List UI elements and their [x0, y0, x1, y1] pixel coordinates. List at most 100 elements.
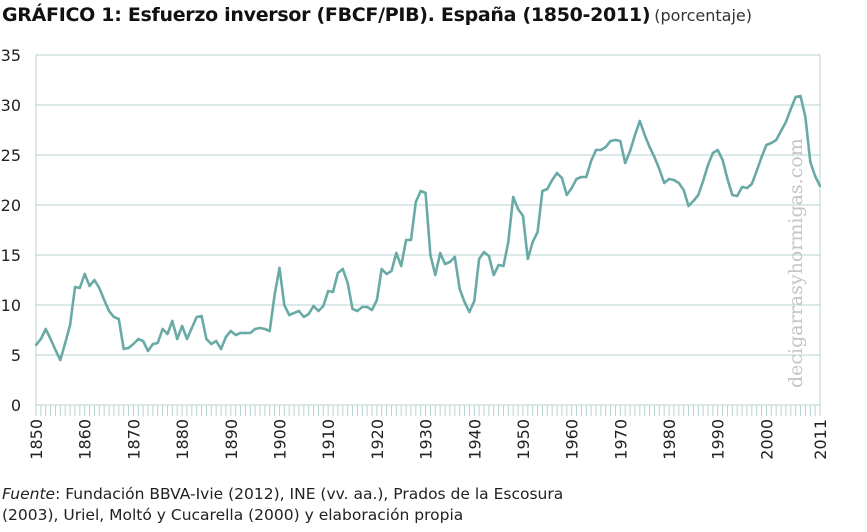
- data-point: [195, 315, 198, 319]
- data-point: [292, 311, 296, 315]
- data-point: [624, 161, 627, 165]
- data-point: [526, 257, 530, 261]
- data-point: [745, 186, 749, 190]
- x-tick-label: 1890: [222, 419, 241, 460]
- data-point: [385, 272, 388, 276]
- data-point: [487, 254, 491, 258]
- y-tick-label: 25: [1, 146, 21, 165]
- data-point: [278, 266, 281, 270]
- data-point: [585, 175, 588, 179]
- data-point: [127, 346, 130, 350]
- data-point: [68, 323, 72, 327]
- data-point: [565, 193, 568, 197]
- grid-lines: [36, 54, 820, 356]
- data-point: [594, 148, 598, 152]
- data-point: [692, 199, 695, 203]
- data-point: [570, 186, 573, 190]
- x-tick-label: 1980: [660, 419, 679, 460]
- data-point: [750, 182, 754, 186]
- data-point: [107, 309, 111, 313]
- data-point: [614, 138, 617, 142]
- data-point: [210, 342, 213, 346]
- y-tick-label: 20: [1, 196, 21, 215]
- data-point: [609, 139, 612, 143]
- data-point: [789, 107, 792, 111]
- data-point: [39, 337, 43, 341]
- x-tick-label: 1970: [611, 419, 630, 460]
- data-point: [54, 348, 57, 352]
- data-point: [638, 119, 642, 123]
- watermark: decigarrasyhormigas.com: [785, 138, 807, 388]
- data-point: [171, 319, 174, 323]
- x-tick-label: 1870: [124, 419, 143, 460]
- data-point: [180, 324, 184, 328]
- data-point: [502, 264, 505, 268]
- data-point: [302, 315, 306, 319]
- data-point: [521, 214, 525, 218]
- data-point: [512, 195, 515, 199]
- data-point: [507, 240, 510, 244]
- data-point: [297, 309, 301, 313]
- data-point: [34, 343, 38, 347]
- data-point: [253, 327, 257, 331]
- data-point: [44, 327, 47, 331]
- data-point: [156, 341, 159, 345]
- data-point: [122, 347, 125, 351]
- data-point: [249, 331, 252, 335]
- data-point: [546, 187, 549, 191]
- data-point: [380, 267, 383, 271]
- data-point: [662, 181, 666, 185]
- data-point: [774, 138, 778, 142]
- data-point: [214, 339, 218, 343]
- data-point: [531, 240, 534, 244]
- data-point: [468, 310, 471, 314]
- data-point: [619, 139, 622, 143]
- data-point: [229, 329, 232, 333]
- data-point: [463, 300, 466, 304]
- x-tick-label: 1940: [465, 419, 484, 460]
- data-point: [395, 251, 398, 255]
- data-point: [356, 309, 359, 313]
- data-point: [78, 286, 82, 290]
- y-tick-label: 35: [1, 46, 21, 65]
- data-point: [137, 337, 140, 341]
- data-point: [809, 160, 812, 164]
- x-tick-label: 1930: [417, 419, 436, 460]
- data-point: [336, 271, 340, 275]
- data-point: [736, 194, 739, 198]
- x-tick-label: 1990: [709, 419, 728, 460]
- data-point: [322, 304, 325, 308]
- data-point: [400, 264, 403, 268]
- data-point: [448, 260, 452, 264]
- data-point: [146, 349, 150, 353]
- data-point: [93, 278, 96, 282]
- data-point: [453, 255, 456, 259]
- data-point: [414, 200, 418, 204]
- data-point: [716, 148, 719, 152]
- data-point: [200, 314, 203, 318]
- series-line: [34, 94, 822, 362]
- data-point: [799, 94, 802, 98]
- chart-unit-label: (porcentaje): [654, 6, 753, 25]
- x-tick-label: 1860: [76, 419, 95, 460]
- data-point: [390, 269, 393, 273]
- data-point: [536, 230, 539, 234]
- series-layer: [34, 94, 822, 362]
- data-point: [682, 188, 685, 192]
- data-point: [224, 335, 228, 339]
- x-tick-label: 1910: [319, 419, 338, 460]
- data-point: [794, 95, 797, 99]
- data-point: [190, 326, 194, 330]
- data-point: [112, 315, 116, 319]
- data-point: [117, 317, 120, 321]
- data-point: [677, 181, 680, 185]
- data-point: [307, 312, 310, 316]
- data-point: [424, 191, 427, 195]
- data-point: [697, 193, 700, 197]
- source-line-2: (2003), Uriel, Moltó y Cucarella (2000) …: [2, 506, 464, 524]
- data-point: [73, 285, 77, 289]
- data-point: [141, 339, 145, 343]
- data-point: [687, 204, 690, 208]
- data-point: [555, 171, 559, 175]
- data-point: [628, 149, 632, 153]
